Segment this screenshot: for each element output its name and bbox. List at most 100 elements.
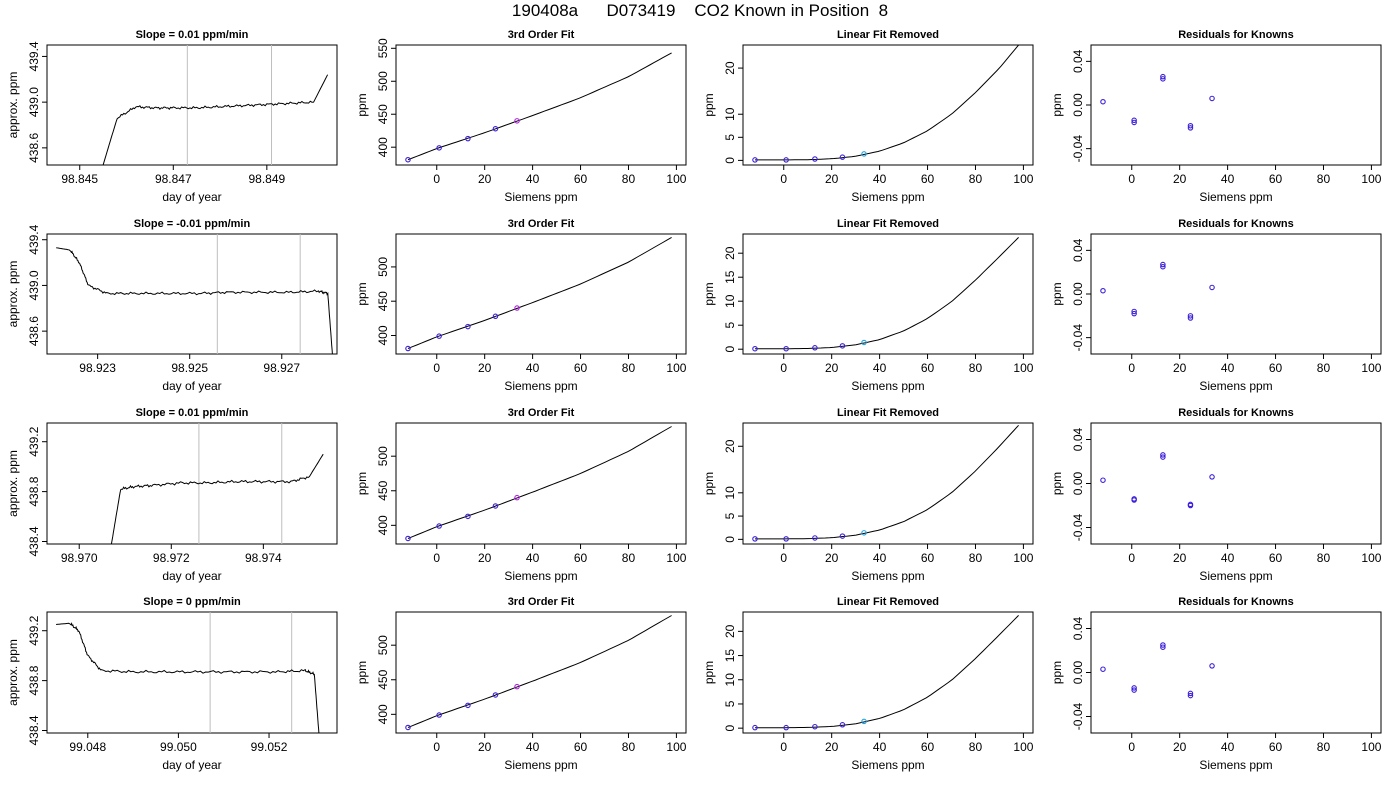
y-axis-label: ppm: [1050, 472, 1064, 495]
data-point: [1131, 687, 1137, 693]
y-axis-label: ppm: [355, 93, 369, 116]
plot-area: [752, 615, 1019, 731]
y-axis-label: ppm: [702, 93, 716, 116]
y-axis-label: approx. ppm: [6, 72, 20, 139]
x-tick-label: 40: [1221, 740, 1235, 754]
plot-area: [405, 52, 672, 163]
y-tick-label: 439.4: [27, 41, 41, 71]
panel-residuals-row-3: Residuals for Knowns 0 20 40 60 80 100 Siemens …: [1050, 407, 1382, 583]
y-tick-label: 400: [376, 137, 390, 157]
plot-frame: [742, 611, 1034, 734]
x-tick-label: 98.845: [61, 172, 98, 186]
x-axis: 0 20 40 60 80 100: [780, 354, 1034, 375]
plot-area: [1100, 642, 1215, 699]
x-tick-label: 20: [478, 361, 492, 375]
panel-title: Linear Fit Removed: [837, 407, 939, 419]
y-tick-label: 0: [723, 157, 737, 164]
data-point: [1160, 642, 1166, 648]
data-point: [812, 345, 818, 351]
x-axis: 0 20 40 60 80 100: [1128, 544, 1382, 565]
x-axis-label: Siemens ppm: [1199, 758, 1272, 772]
data-point: [1187, 692, 1194, 699]
x-tick-label: 0: [433, 551, 440, 565]
y-axis-label: ppm: [355, 472, 369, 495]
x-axis-label: Siemens ppm: [504, 569, 577, 583]
data-point: [1187, 690, 1194, 697]
x-tick-label: 99.048: [69, 740, 106, 754]
x-axis-label: Siemens ppm: [851, 758, 924, 772]
x-tick-label: 80: [622, 172, 636, 186]
data-point: [783, 536, 789, 542]
y-axis: 0 5 10 20: [723, 61, 743, 164]
x-tick-label: 60: [1269, 361, 1283, 375]
plot-frame: [742, 233, 1034, 355]
x-tick-label: 20: [825, 361, 839, 375]
data-point: [1131, 496, 1137, 502]
x-tick-label: 98.974: [245, 551, 282, 565]
panel-title: Residuals for Knowns: [1178, 596, 1294, 608]
x-tick-label: 80: [969, 551, 983, 565]
y-axis: 438.6 439.0 439.4: [27, 41, 47, 163]
x-tick-label: 20: [1173, 172, 1187, 186]
y-tick-label: 0.00: [1071, 93, 1085, 117]
y-axis: 0 5 10 20: [723, 439, 743, 543]
plot-area: [752, 237, 1019, 352]
x-axis-label: Siemens ppm: [1199, 379, 1272, 393]
data-point: [1187, 313, 1194, 319]
plot-frame: [46, 233, 338, 355]
y-tick-label: 438.8: [27, 665, 41, 695]
y-axis: 400 450 500: [376, 446, 396, 535]
data-point: [436, 333, 442, 339]
data-point: [436, 145, 442, 151]
data-point: [1187, 125, 1194, 131]
y-tick-label: 438.6: [27, 316, 41, 346]
panel-title: Slope = 0 ppm/min: [143, 596, 241, 608]
data-trace: [56, 622, 320, 733]
x-tick-label: 98.923: [79, 361, 116, 375]
data-point: [1131, 117, 1137, 124]
data-point: [514, 305, 520, 311]
y-tick-label: 15: [723, 649, 737, 663]
fit-curve: [407, 426, 672, 539]
y-tick-label: 500: [376, 71, 390, 91]
y-tick-label: 0: [723, 346, 737, 353]
x-axis-label: Siemens ppm: [504, 190, 577, 204]
x-axis-label: day of year: [162, 379, 221, 393]
y-axis-label: ppm: [1050, 282, 1064, 305]
data-point: [405, 724, 411, 731]
data-point: [492, 503, 499, 509]
x-tick-label: 100: [1013, 361, 1033, 375]
plot-frame: [46, 611, 338, 734]
x-axis: 0 20 40 60 80 100: [1128, 733, 1382, 754]
plot-frame: [395, 44, 687, 166]
panel-title: 3rd Order Fit: [508, 596, 575, 608]
data-point: [1187, 315, 1194, 321]
fit-curve: [407, 615, 672, 728]
fit-curve: [407, 236, 672, 349]
plot-area: [405, 236, 672, 352]
y-tick-label: 500: [376, 446, 390, 466]
data-point: [1209, 284, 1215, 291]
y-tick-label: 5: [723, 512, 737, 519]
y-axis: -0.04 0.00 0.04: [1071, 49, 1091, 162]
x-tick-label: 40: [1221, 361, 1235, 375]
data-point: [1160, 644, 1166, 650]
y-tick-label: 0.04: [1071, 427, 1085, 451]
x-tick-label: 60: [1269, 172, 1283, 186]
y-tick-label: 0.00: [1071, 282, 1085, 306]
plot-area: [56, 234, 333, 354]
y-tick-label: 450: [376, 104, 390, 124]
data-point: [1160, 261, 1166, 268]
x-tick-label: 20: [478, 551, 492, 565]
y-tick-label: 5: [723, 134, 737, 141]
x-axis-label: day of year: [162, 758, 221, 772]
panel-raw-row-3: Slope = 0.01 ppm/min 98.970 98.972 98.974 da…: [6, 407, 338, 583]
panel-residuals-row-4: Residuals for Knowns 0 20 40 60 80 100 Siemens …: [1050, 596, 1382, 772]
x-tick-label: 0: [433, 740, 440, 754]
x-tick-label: 100: [1361, 740, 1381, 754]
plot-area: [405, 615, 672, 731]
